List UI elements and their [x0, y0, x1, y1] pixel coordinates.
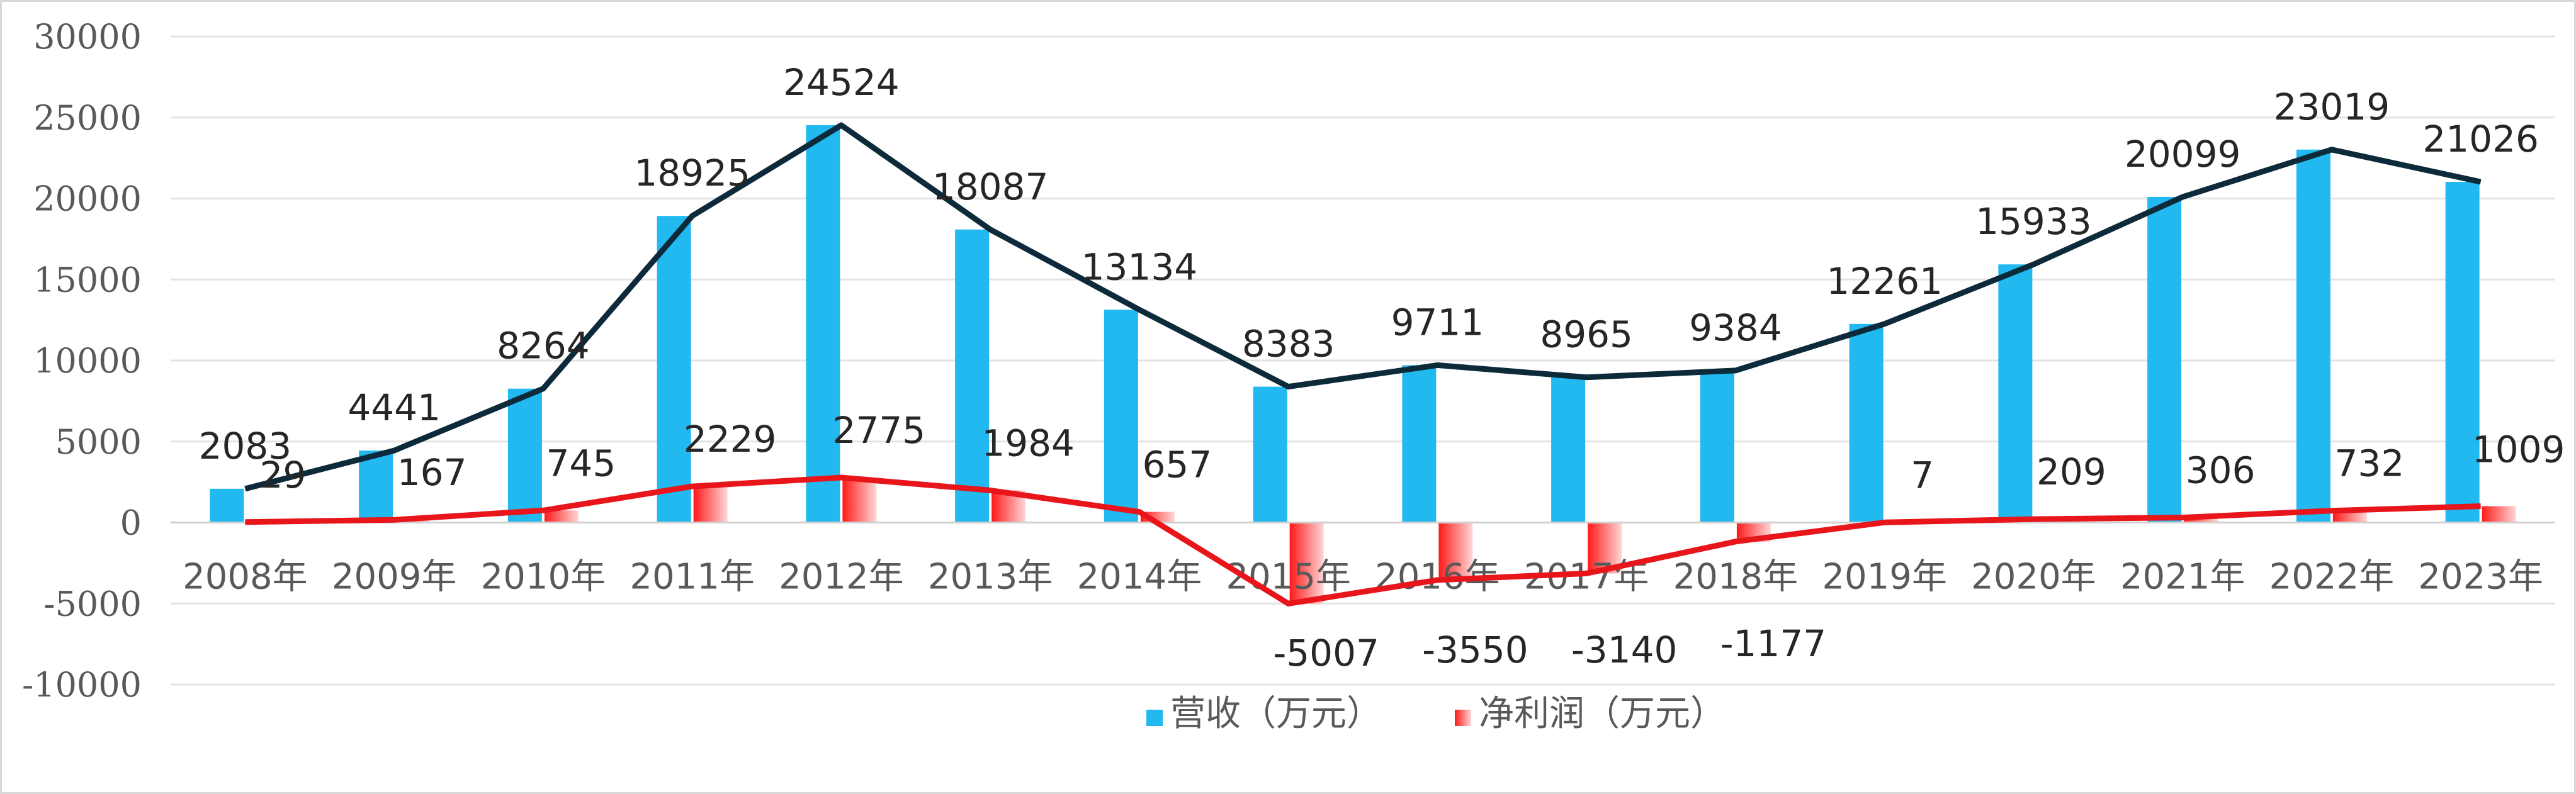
legend-revenue-swatch [1146, 710, 1163, 726]
y-tick-label: 25000 [33, 98, 142, 138]
x-tick-label: 2021年 [2120, 557, 2246, 598]
revenue-data-label: 18925 [634, 152, 750, 194]
profit-data-label: 306 [2186, 449, 2256, 492]
revenue-bar [210, 488, 244, 523]
profit-bar [544, 510, 579, 523]
revenue-data-label: 9711 [1391, 301, 1484, 344]
profit-data-label: 745 [546, 442, 616, 484]
x-tick-label: 2014年 [1077, 557, 1202, 598]
revenue-bar [806, 125, 840, 523]
profit-data-label: -3140 [1571, 629, 1678, 671]
revenue-data-label: 4441 [347, 386, 441, 429]
revenue-data-label: 20099 [2125, 133, 2241, 176]
profit-data-label: 1984 [981, 422, 1075, 464]
profit-data-label: -3550 [1422, 629, 1528, 671]
revenue-bar [2296, 149, 2330, 523]
y-tick-label: 10000 [33, 341, 142, 381]
profit-data-label: -5007 [1273, 632, 1379, 674]
revenue-data-label: 18087 [932, 165, 1049, 208]
y-tick-label: 20000 [33, 179, 142, 219]
x-tick-label: 2019年 [1822, 557, 1947, 598]
profit-data-label: 1009 [2472, 428, 2565, 471]
x-tick-label: 2010年 [481, 557, 606, 598]
legend-profit-swatch [1455, 710, 1471, 726]
revenue-bar [2445, 182, 2480, 523]
profit-bar [693, 486, 728, 523]
profit-data-label: 732 [2335, 442, 2405, 485]
y-tick-label: 5000 [55, 422, 142, 462]
x-axis-ticks: 2008年 2009年 2010年 2011年 2012年 2013年 2014年 2015年… [183, 557, 2543, 598]
x-tick-label: 2008年 [183, 557, 308, 598]
x-tick-label: 2020年 [1971, 557, 2096, 598]
y-tick-label: 15000 [33, 260, 142, 299]
profit-data-label: 29 [259, 454, 306, 496]
legend: 营收（万元） 净利润（万元） [1146, 693, 1726, 734]
profit-data-label: 2229 [684, 418, 777, 461]
revenue-data-label: 2083 [199, 425, 292, 467]
revenue-bar [2147, 196, 2182, 523]
profit-data-label: -1177 [1720, 622, 1827, 665]
profit-bar [1438, 522, 1473, 580]
x-tick-label: 2009年 [332, 557, 457, 598]
revenue-data-label: 15933 [1975, 200, 2092, 243]
revenue-bar [1104, 310, 1138, 523]
x-tick-label: 2022年 [2269, 557, 2395, 598]
profit-data-label: 7 [1911, 454, 1934, 496]
revenue-bar [1402, 365, 1437, 523]
revenue-data-label: 21026 [2422, 118, 2539, 160]
x-tick-label: 2012年 [779, 557, 904, 598]
y-tick-label: -10000 [22, 665, 142, 705]
revenue-data-label: 12261 [1826, 260, 1943, 303]
profit-bar [2184, 517, 2218, 523]
revenue-bar [1700, 370, 1734, 523]
revenue-data-label: 9384 [1689, 306, 1782, 349]
revenue-bar [1998, 264, 2033, 523]
profit-data-label: 209 [2037, 450, 2106, 493]
profit-line [245, 474, 2481, 607]
y-axis-ticks: 30000 25000 20000 15000 10000 5000 0 -5000 -1000… [22, 17, 142, 705]
y-tick-label: 30000 [33, 17, 142, 57]
revenue-bar [359, 450, 393, 523]
revenue-data-label: 24524 [783, 61, 900, 104]
revenue-bar [1849, 323, 1884, 523]
x-tick-label: 2018年 [1673, 557, 1799, 598]
y-tick-label: 0 [120, 503, 142, 543]
revenue-data-label: 13134 [1082, 245, 1198, 288]
revenue-bar [1551, 377, 1586, 523]
bars [210, 125, 2516, 604]
revenue-data-label: 23019 [2274, 86, 2390, 128]
x-tick-label: 2023年 [2418, 557, 2543, 598]
y-tick-label: -5000 [43, 584, 142, 623]
revenue-line [244, 122, 2482, 492]
profit-bar [2332, 510, 2367, 523]
x-tick-label: 2011年 [630, 557, 755, 598]
profit-bar [842, 478, 877, 523]
revenue-bar [507, 388, 542, 523]
revenue-bar [657, 216, 691, 523]
profit-data-label: 657 [1143, 444, 1212, 486]
profit-data-label: 167 [397, 451, 467, 494]
profit-data-label: 2775 [833, 409, 926, 452]
revenue-bar [1253, 386, 1287, 523]
data-labels: 2083 4441 8264 18925 24524 18087 13134 8383 9711… [199, 61, 2565, 674]
revenue-data-label: 8965 [1540, 313, 1633, 356]
legend-revenue-label: 营收（万元） [1170, 693, 1382, 734]
series-lines [244, 122, 2482, 607]
revenue-data-label: 8264 [497, 325, 590, 367]
profit-bar [2482, 506, 2516, 523]
revenue-bar [955, 229, 990, 523]
legend-profit-label: 净利润（万元） [1479, 693, 1726, 734]
revenue-data-label: 8383 [1242, 323, 1335, 366]
x-tick-label: 2013年 [928, 557, 1053, 598]
profit-bar [1289, 522, 1324, 604]
